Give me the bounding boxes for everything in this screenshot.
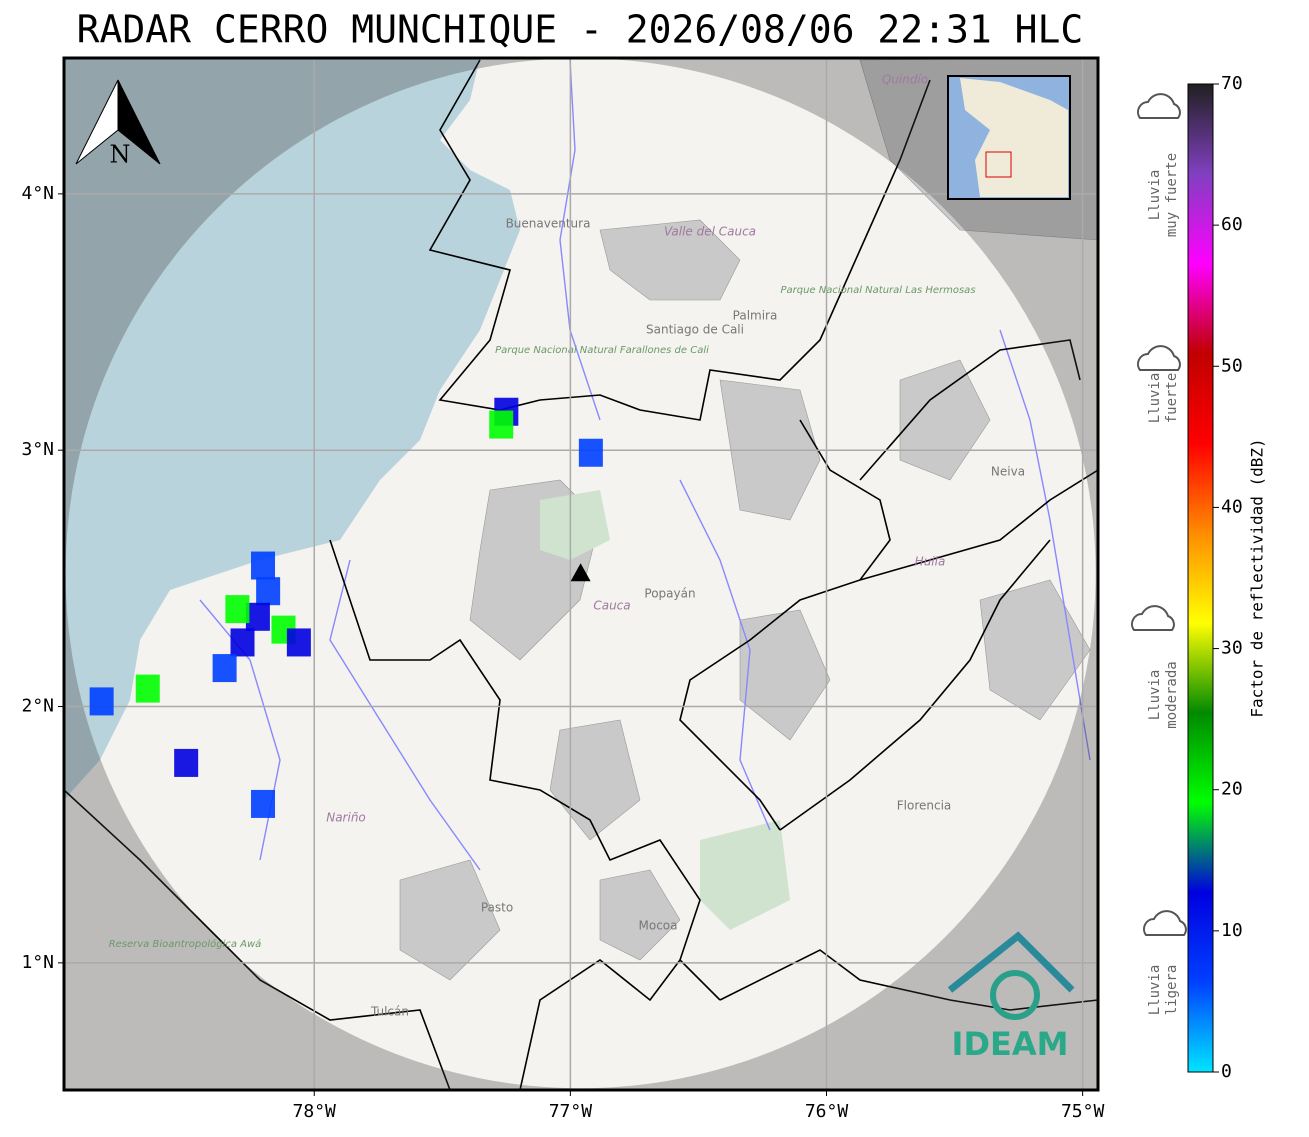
rain-level-label: Lluvia [1147,670,1163,721]
rain-level-label: muy fuerte [1164,153,1180,237]
colorbar-tick-label: 40 [1221,496,1243,517]
x-tick-label: 75°W [1061,1101,1105,1122]
logo-text: IDEAM [952,1025,1069,1063]
colorbar-tick-label: 70 [1221,73,1243,94]
colorbar-tick-label: 30 [1221,638,1243,659]
echo-cell [245,602,270,631]
place-label: Santiago de Cali [646,323,744,337]
rain-icons [1131,93,1187,936]
y-tick-label: 4°N [21,183,54,204]
map: Buenaventura Valle del Cauca Parque Naci… [64,58,1098,1090]
colorbar-tick-label: 10 [1221,920,1243,941]
colorbar-tick-label: 0 [1221,1061,1232,1082]
echo-cell [225,595,250,624]
frame [62,56,1100,1092]
echo-cell [230,628,255,657]
y-tick-label: 1°N [21,952,54,973]
place-label: Pasto [481,901,513,915]
place-label: Cauca [593,599,630,613]
x-tick-label: 78°W [293,1101,337,1122]
echo-cell [89,687,114,716]
north-arrow: N [75,79,161,169]
echoes [89,397,603,818]
colorbar-tick-label: 20 [1221,779,1243,800]
place-labels: Buenaventura Valle del Cauca Parque Naci… [109,73,1025,1019]
rain-level-label: Lluvia [1147,965,1163,1016]
place-label: Buenaventura [506,217,591,231]
colorbar-tick-label: 60 [1221,214,1243,235]
rain-level-label: ligera [1164,965,1180,1016]
radar-site [570,563,591,582]
place-label: Parque Nacional Natural Las Hermosas [780,285,975,296]
place-label: Valle del Cauca [664,225,756,239]
axes: 78°W 77°W 76°W 75°W 1°N 2°N 3°N 4°N 0 10 20 30 40 50 6… [21,73,1242,1122]
rain-level-label: Lluvia [1147,170,1163,221]
place-label: Popayán [644,587,695,601]
echo-cell [251,789,276,818]
colorbar [1187,83,1214,1073]
echo-cell [286,628,311,657]
place-label: Palmira [733,309,778,323]
echo-cell [578,438,603,467]
place-label: Tulcán [370,1005,409,1019]
x-tick-label: 76°W [805,1101,849,1122]
colorbar-label: Factor de reflectividad (dBZ) [1248,438,1267,717]
place-label: Mocoa [639,919,678,933]
echo-cell [174,748,199,777]
echo-cell [135,674,160,703]
y-tick-label: 3°N [21,439,54,460]
place-label: Nariño [326,811,366,825]
place-label: Quindío [882,73,928,87]
echo-cell [256,577,281,606]
echo-cell [212,654,237,683]
x-tick-label: 77°W [549,1101,593,1122]
place-label: Reserva Bioantropológica Awá [109,938,262,950]
title: RADAR CERRO MUNCHIQUE - 2026/08/06 22:31… [77,8,1084,52]
inset-map [947,75,1071,200]
logo: IDEAM [947,931,1075,1063]
ocean [64,58,520,800]
echo-cell [251,551,276,580]
grid [64,58,1098,1090]
echo-cell [489,410,514,439]
rain-level-label: Lluvia [1147,373,1163,424]
north-label: N [110,141,131,169]
place-label: Florencia [897,799,952,813]
place-label: Huila [915,555,946,569]
colorbar-tick-label: 50 [1221,355,1243,376]
place-label: Neiva [991,465,1025,479]
rain-level-label: moderada [1164,661,1180,728]
rain-level-label: fuerte [1164,373,1180,424]
place-label: Parque Nacional Natural Farallones de Ca… [495,345,709,356]
y-tick-label: 2°N [21,696,54,717]
